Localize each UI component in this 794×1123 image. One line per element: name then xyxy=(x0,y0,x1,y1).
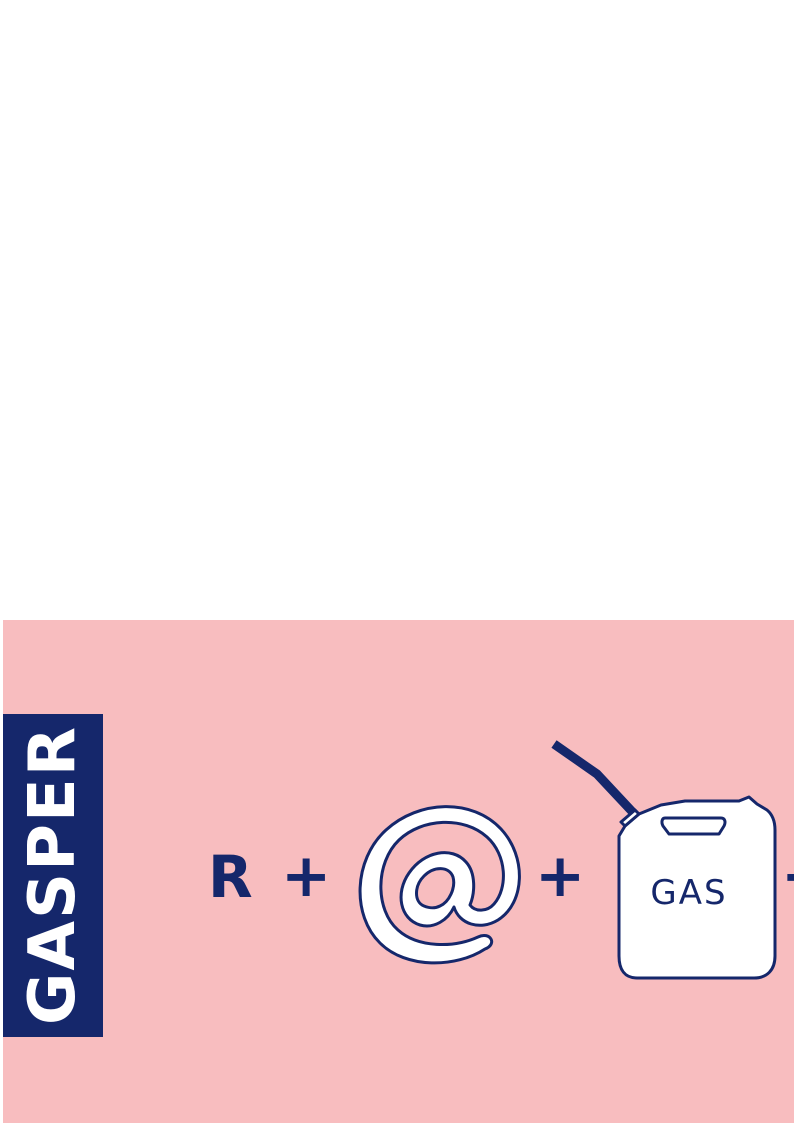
plus-sign-2: + xyxy=(535,841,586,911)
plus-sign-1: + xyxy=(281,841,332,911)
jerry-can-icon xyxy=(551,740,777,980)
side-tab-label: GASPER xyxy=(16,724,90,1026)
plus-sign-3: + xyxy=(781,846,794,906)
at-sign-icon xyxy=(358,805,521,965)
can-label: GAS xyxy=(650,873,728,913)
rebus-letter-r: R xyxy=(208,843,253,911)
side-tab: GASPER xyxy=(3,714,103,1037)
rebus-panel: GASPER R + + GAS + xyxy=(3,620,794,1123)
